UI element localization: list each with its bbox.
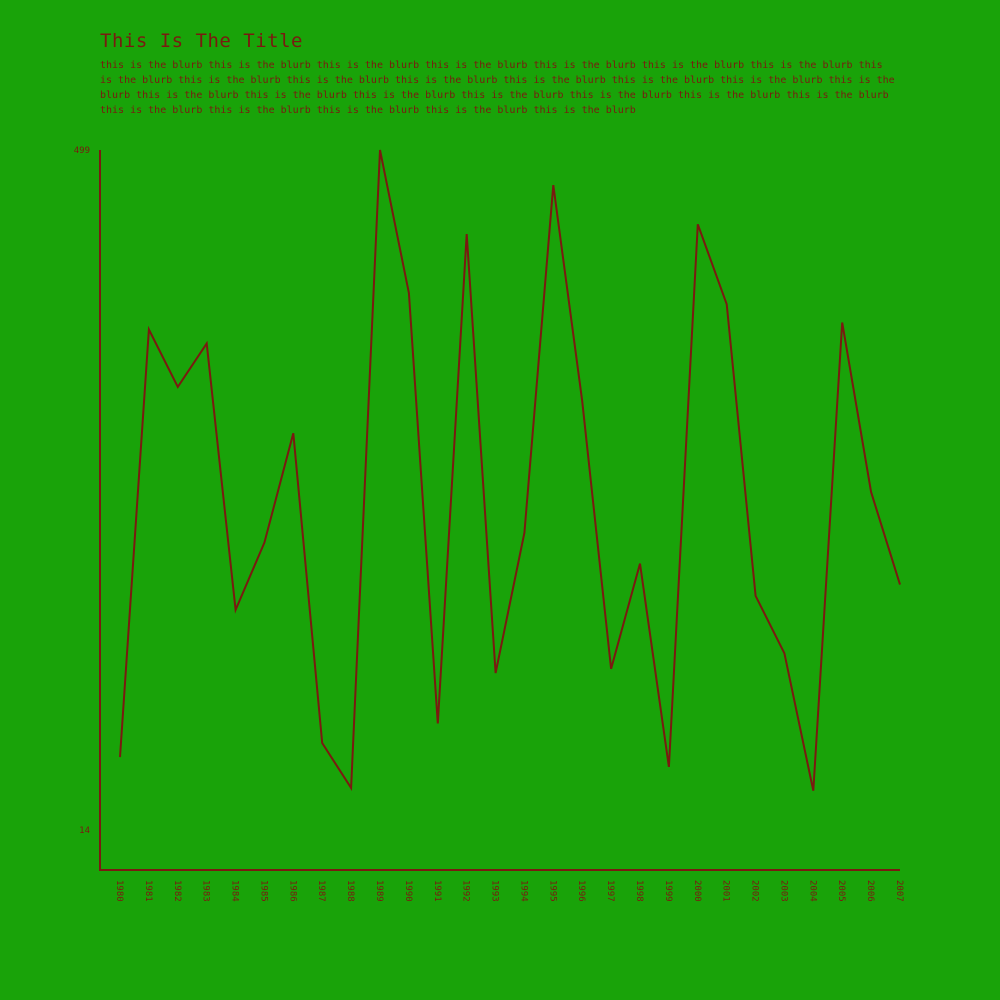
x-tick-label: 1982: [172, 880, 182, 902]
x-tick-label: 1998: [634, 880, 644, 902]
x-tick-label: 1991: [432, 880, 442, 902]
x-tick-label: 1996: [576, 880, 586, 902]
chart-blurb: this is the blurb this is the blurb this…: [100, 60, 895, 116]
x-tick-label: 1994: [518, 880, 528, 902]
x-tick-label: 1989: [374, 880, 384, 902]
x-tick-label: 2002: [750, 880, 760, 902]
x-tick-label: 1995: [547, 880, 557, 902]
x-tick-label: 2006: [865, 880, 875, 902]
x-tick-label: 1980: [114, 880, 124, 902]
x-tick-label: 1986: [287, 880, 297, 902]
x-tick-label: 1992: [461, 880, 471, 902]
x-tick-label: 1987: [316, 880, 326, 902]
x-tick-label: 2007: [894, 880, 904, 902]
x-tick-label: 1983: [201, 880, 211, 902]
x-tick-label: 1997: [605, 880, 615, 902]
x-tick-label: 2004: [807, 880, 817, 902]
x-tick-label: 1993: [490, 880, 500, 902]
y-tick-label: 499: [74, 146, 90, 156]
chart-title: This Is The Title: [100, 30, 303, 52]
x-tick-label: 1984: [230, 880, 240, 902]
x-tick-label: 1985: [258, 880, 268, 902]
y-tick-label: 14: [79, 826, 90, 836]
x-tick-label: 2001: [721, 880, 731, 902]
x-tick-label: 1981: [143, 880, 153, 902]
x-tick-label: 1999: [663, 880, 673, 902]
x-tick-label: 1990: [403, 880, 413, 902]
x-tick-label: 2003: [778, 880, 788, 902]
x-tick-label: 1988: [345, 880, 355, 902]
series-line: [119, 149, 901, 792]
x-tick-label: 2005: [836, 880, 846, 902]
x-tick-label: 2000: [692, 880, 702, 902]
